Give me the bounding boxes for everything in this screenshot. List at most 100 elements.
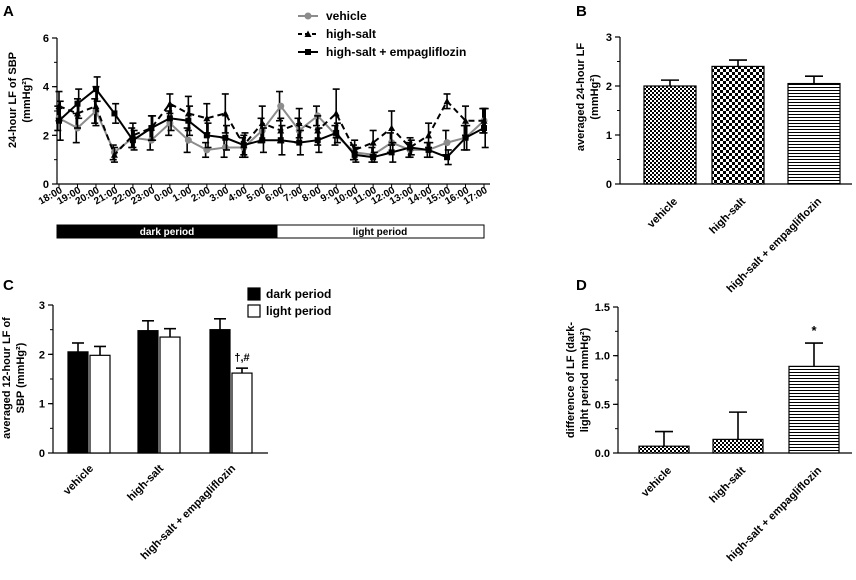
panel-label-d: D [576, 277, 587, 294]
chart-c-bar-light [89, 354, 111, 454]
chart-c-xtick-label: vehicle [61, 463, 96, 498]
chart-b-ytick-label: 0 [606, 179, 612, 191]
chart-a-legend-label: high-salt [326, 27, 376, 41]
chart-a-point [258, 119, 266, 127]
chart-a-point [111, 110, 118, 117]
chart-a-point [351, 151, 358, 158]
chart-a-point [277, 102, 285, 110]
chart-a-point [110, 151, 118, 158]
chart-b-ylabel-line2: (mmHg²) [589, 74, 601, 120]
chart-a-point [407, 144, 414, 151]
chart-a-point [221, 109, 229, 117]
chart-a-ytick-label: 4 [43, 82, 50, 94]
chart-b-xtick-label: high-salt [707, 195, 748, 236]
chart-a-point [462, 134, 469, 141]
chart-a-point [240, 142, 247, 149]
chart-a-legend-label: high-salt + empagliflozin [326, 45, 466, 59]
chart-a-point [388, 124, 396, 132]
chart-a-point [462, 117, 470, 124]
chart-a-point [92, 102, 100, 110]
chart-c-bar-light [231, 372, 253, 454]
chart-b-ytick-label: 2 [606, 81, 612, 93]
panel-label-b: B [576, 3, 587, 20]
chart-c-legend-label: light period [266, 304, 331, 318]
chart-d-ytick-label: 0.5 [595, 399, 610, 411]
panel-label-c: C [3, 277, 14, 294]
chart-d-xtick-label: high-salt [707, 464, 748, 505]
chart-a-ytick-label: 0 [43, 179, 49, 191]
chart-a-legend-marker [305, 49, 311, 55]
chart-c-legend-label: dark period [266, 287, 331, 301]
chart-c-legend-swatch [247, 287, 261, 301]
chart-a-point [92, 86, 99, 93]
chart-a-point [185, 117, 192, 124]
chart-a-point [184, 136, 192, 144]
chart-c-bar-dark [67, 351, 89, 454]
chart-a-ytick-label: 2 [43, 130, 49, 142]
chart-d-bar [788, 365, 840, 454]
chart-a-point [388, 149, 395, 156]
chart-a-series-1 [55, 85, 488, 163]
chart-a-series-line [58, 99, 484, 157]
chart-d-bar [638, 445, 690, 454]
panel-label-a: A [3, 3, 14, 20]
chart-b-ytick-label: 3 [606, 32, 612, 44]
chart-c-ytick-label: 2 [39, 349, 45, 361]
chart-a-point [277, 137, 284, 144]
light-period-label: light period [353, 227, 407, 238]
chart-a-legend-marker [304, 30, 312, 37]
chart-a-point [129, 137, 136, 144]
chart-c-ylabel-line1: averaged 12-hour LF of [1, 317, 13, 439]
chart-c-ylabel-line2: SBP (mmHg²) [15, 342, 27, 413]
chart-b-ytick-label: 1 [606, 130, 612, 142]
chart-c-annotation: †,# [234, 352, 249, 364]
chart-a-legend-marker [304, 12, 312, 20]
chart-d-ytick-label: 1.0 [595, 351, 610, 363]
chart-b-bar [711, 65, 765, 185]
chart-a-point [443, 97, 451, 105]
chart-a-point [166, 100, 174, 107]
chart-a-point [443, 139, 451, 147]
chart-b-xtick-label: vehicle [645, 196, 680, 231]
chart-c-ytick-label: 1 [39, 399, 45, 411]
chart-b-bar [787, 82, 841, 185]
light-period-band [276, 224, 485, 239]
chart-a-point [444, 154, 451, 161]
chart-a-ylabel-line1: 24-hour LF of SBP [7, 52, 19, 148]
chart-c-ytick-label: 0 [39, 448, 45, 460]
chart-a-point [203, 132, 210, 139]
chart-a-point [314, 137, 321, 144]
chart-a-point [332, 109, 340, 117]
chart-c-bar-dark [137, 330, 159, 454]
chart-d-xtick-label: vehicle [639, 465, 674, 500]
chart-c-ytick-label: 3 [39, 300, 45, 312]
chart-a-point [74, 100, 81, 107]
chart-a-series-line [58, 87, 485, 159]
chart-c-bar-dark [209, 329, 231, 454]
chart-a: 024618:0019:0020:0021:0022:0023:000:001:… [37, 9, 490, 207]
chart-b-bar [643, 85, 697, 185]
chart-a-point [333, 129, 340, 136]
chart-d-ylabel-line1: difference of LF (dark- [565, 322, 577, 438]
chart-d-annotation: * [811, 323, 817, 338]
chart-d-ytick-label: 1.5 [595, 302, 610, 314]
chart-a-point [259, 137, 266, 144]
chart-a-point [370, 154, 377, 161]
chart-c-legend-swatch [247, 304, 261, 318]
chart-a-point [425, 131, 433, 139]
chart-a-point [295, 119, 303, 127]
chart-a-point [425, 146, 432, 153]
chart-c-bar-light [159, 336, 181, 454]
chart-d-ytick-label: 0.0 [595, 448, 610, 460]
chart-a-point [296, 139, 303, 146]
chart-a-ytick-label: 6 [43, 33, 49, 45]
chart-a-point [203, 114, 211, 122]
chart-a-point [56, 117, 62, 124]
chart-d-bar [712, 438, 764, 454]
chart-d-ylabel-line2: light period mmHg²) [579, 327, 591, 432]
chart-a-point [166, 115, 173, 122]
chart-a-point [369, 139, 377, 146]
